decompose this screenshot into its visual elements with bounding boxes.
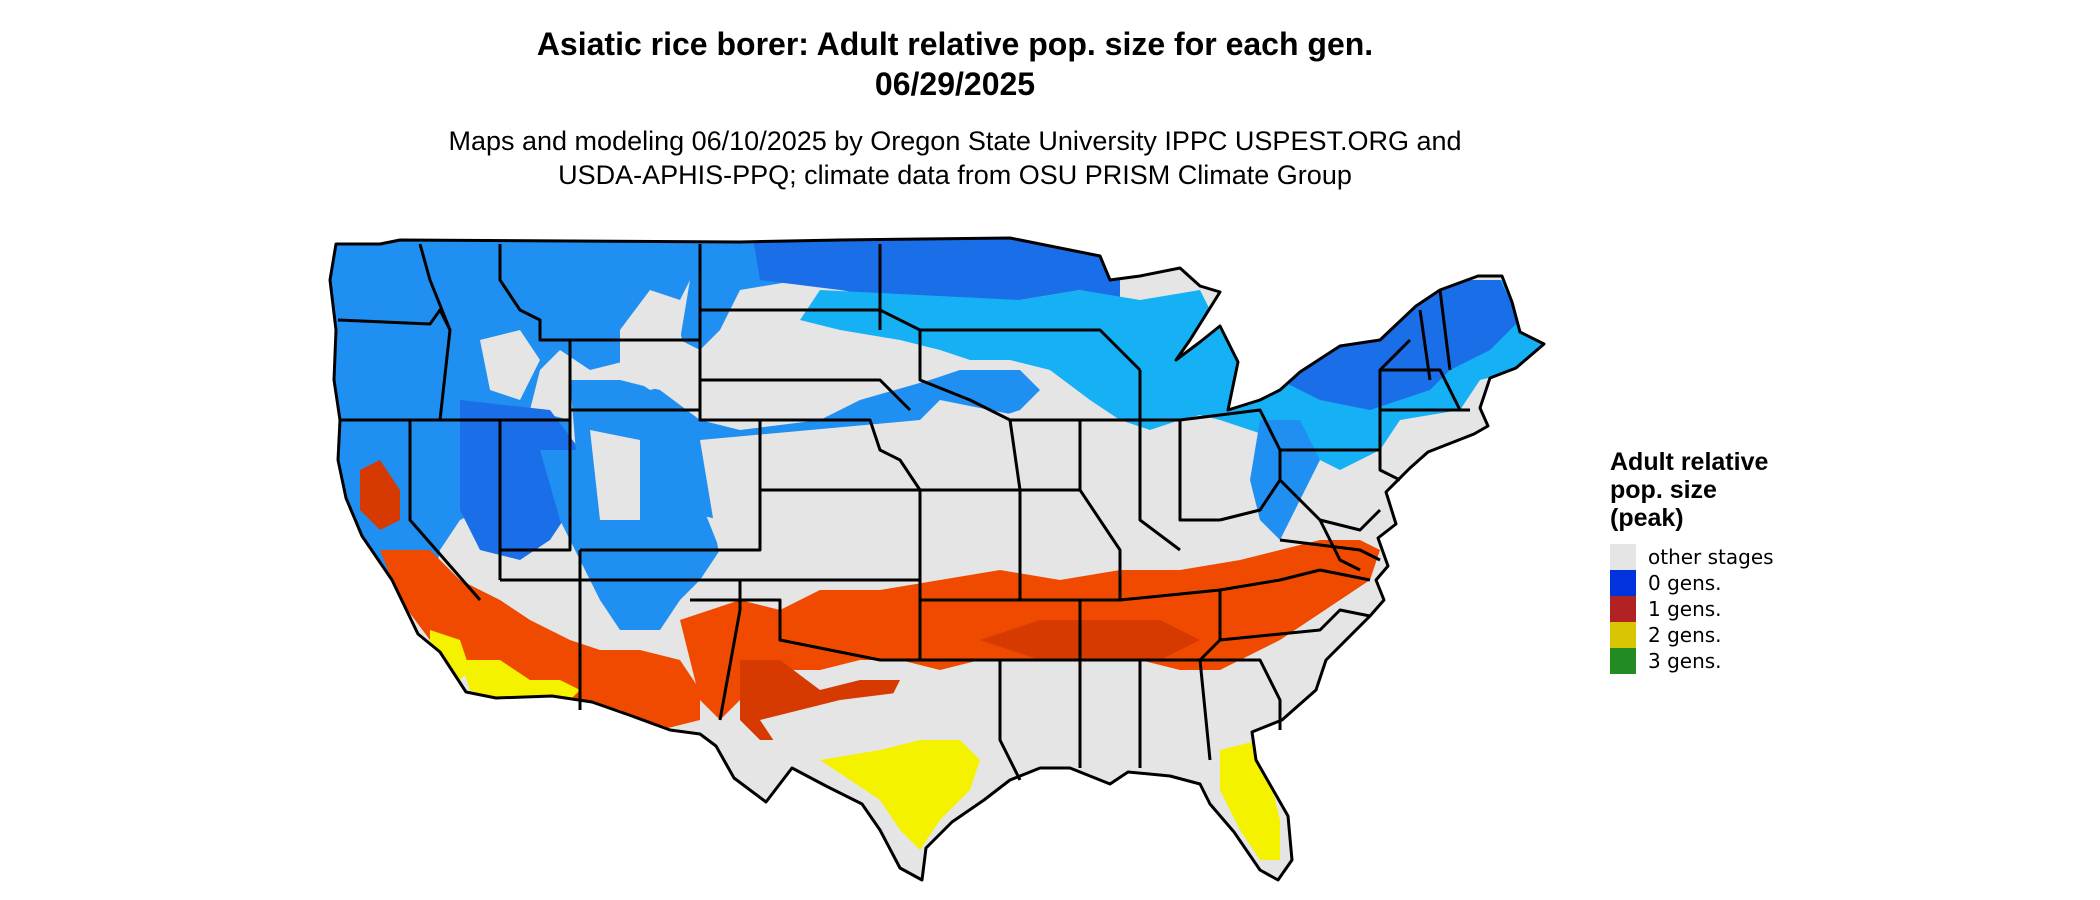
legend-swatch [1610,544,1636,570]
region-other-idaho [480,330,540,400]
legend-label: 2 gens. [1648,623,1722,647]
legend-label: other stages [1648,545,1774,569]
legend-items: other stages 0 gens. 1 gens. 2 gens. 3 gens. [1610,544,1870,674]
legend-item: other stages [1610,544,1870,570]
region-0-gens-colorado [540,450,720,630]
legend-label: 3 gens. [1648,649,1722,673]
legend-item: 3 gens. [1610,648,1870,674]
legend-swatch [1610,596,1636,622]
map-title: Asiatic rice borer: Adult relative pop. … [536,26,1374,62]
legend-item: 2 gens. [1610,622,1870,648]
region-0-gens-upper-midwest [800,280,1544,470]
map-credit-line-2: USDA-APHIS-PPQ; climate data from OSU PR… [558,160,1352,190]
us-map [328,236,1546,882]
map-credit-line-1: Maps and modeling 06/10/2025 by Oregon S… [448,126,1462,156]
legend-swatch [1610,648,1636,674]
legend-title: Adult relative pop. size (peak) [1610,448,1769,532]
legend-swatch [1610,570,1636,596]
legend-swatch [1610,622,1636,648]
region-2-gens-texas-coast [820,740,980,850]
region-other-great-plains [700,400,1320,620]
map-legend: Adult relative pop. size (peak) other st… [1610,448,1870,674]
legend-item: 0 gens. [1610,570,1870,596]
region-1-gens-southwest [380,550,700,730]
region-0-gens-great-basin [460,400,580,560]
legend-label: 1 gens. [1648,597,1722,621]
region-other-wyoming [620,330,690,390]
legend-item: 1 gens. [1610,596,1870,622]
region-0-gens-northeast [1280,280,1520,410]
region-1-gens-central-valley [360,460,400,530]
region-1-gens-southeast-band [980,620,1200,660]
map-date: 06/29/2025 [874,66,1036,102]
region-2-gens-florida [1220,740,1280,860]
legend-label: 0 gens. [1648,571,1722,595]
region-other-utah [590,430,640,520]
state-borders [328,236,1546,882]
